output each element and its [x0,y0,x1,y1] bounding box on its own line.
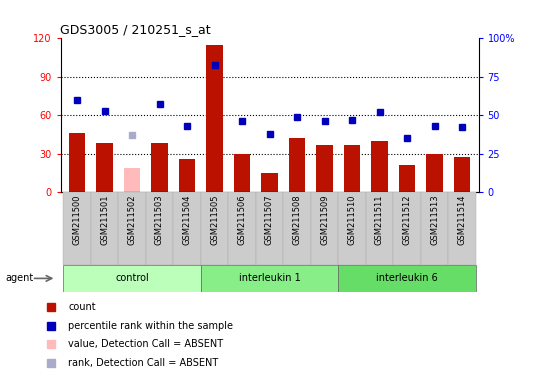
Bar [173,192,201,265]
Bar [91,192,118,265]
Bar [261,173,278,192]
Bar [448,192,476,265]
Bar [344,145,360,192]
Text: control: control [115,273,149,283]
Bar [234,154,250,192]
Bar [146,192,173,265]
Text: GSM211500: GSM211500 [73,194,81,245]
Text: GDS3005 / 210251_s_at: GDS3005 / 210251_s_at [60,23,211,36]
Bar [118,192,146,265]
Bar [151,143,168,192]
Bar [338,265,476,292]
Bar [201,265,338,292]
Text: count: count [68,302,96,312]
Bar [69,133,85,192]
Text: GSM211501: GSM211501 [100,194,109,245]
Bar [338,192,366,265]
Text: GSM211512: GSM211512 [403,194,411,245]
Bar [366,192,393,265]
Text: GSM211509: GSM211509 [320,194,329,245]
Bar [283,192,311,265]
Text: GSM211504: GSM211504 [183,194,191,245]
Bar [228,192,256,265]
Bar [426,154,443,192]
Bar [201,192,228,265]
Text: GSM211503: GSM211503 [155,194,164,245]
Bar [311,192,338,265]
Bar [63,265,201,292]
Text: value, Detection Call = ABSENT: value, Detection Call = ABSENT [68,339,223,349]
Bar [371,141,388,192]
Bar [256,192,283,265]
Text: GSM211510: GSM211510 [348,194,356,245]
Text: GSM211506: GSM211506 [238,194,246,245]
Bar [289,138,305,192]
Text: GSM211502: GSM211502 [128,194,136,245]
Text: agent: agent [6,273,34,283]
Bar [393,192,421,265]
Text: GSM211513: GSM211513 [430,194,439,245]
Bar [124,168,140,192]
Bar [63,192,91,265]
Text: percentile rank within the sample: percentile rank within the sample [68,321,233,331]
Text: GSM211505: GSM211505 [210,194,219,245]
Bar [206,45,223,192]
Bar [454,157,470,192]
Bar [399,165,415,192]
Bar [179,159,195,192]
Text: interleukin 1: interleukin 1 [239,273,300,283]
Bar [421,192,448,265]
Bar [96,143,113,192]
Text: GSM211508: GSM211508 [293,194,301,245]
Text: GSM211514: GSM211514 [458,194,466,245]
Text: rank, Detection Call = ABSENT: rank, Detection Call = ABSENT [68,358,218,368]
Bar [316,145,333,192]
Text: GSM211507: GSM211507 [265,194,274,245]
Text: GSM211511: GSM211511 [375,194,384,245]
Text: interleukin 6: interleukin 6 [376,273,438,283]
